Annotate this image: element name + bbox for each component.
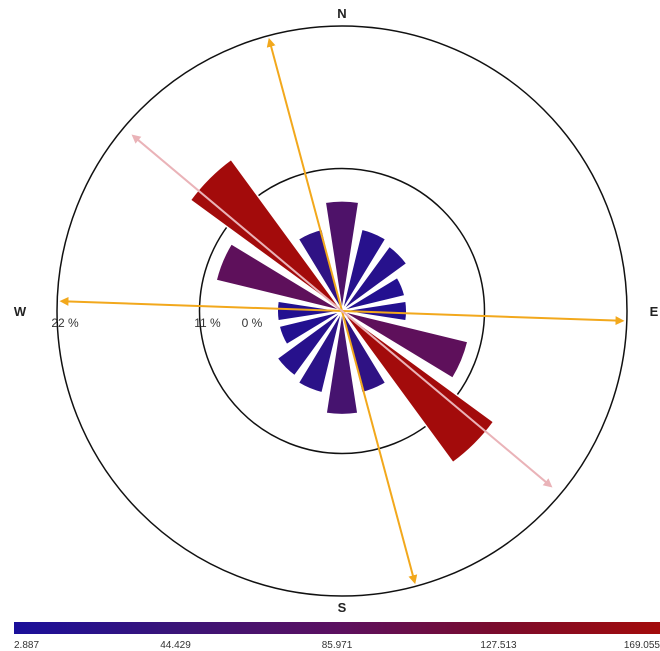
colorbar-tick-label: 127.513	[480, 640, 517, 651]
colorbar-tick-label: 85.971	[322, 640, 353, 651]
compass-west-label: W	[14, 304, 27, 319]
compass-south-label: S	[338, 600, 347, 615]
compass-east-label: E	[650, 304, 659, 319]
ring-label-22: 22 %	[51, 316, 79, 330]
compass-north-label: N	[337, 6, 346, 21]
colorbar-tick-label: 169.055	[624, 640, 660, 651]
overlay-arrow	[131, 134, 553, 488]
overlay-arrows	[59, 37, 625, 585]
colorbar	[14, 622, 660, 634]
colorbar-tick-label: 44.429	[160, 640, 191, 651]
ring-22	[56, 25, 628, 597]
colorbar-tick-label: 2.887	[14, 640, 39, 651]
ring-label-11: 11 %	[194, 316, 221, 330]
ring-label-0: 0 %	[242, 316, 263, 330]
